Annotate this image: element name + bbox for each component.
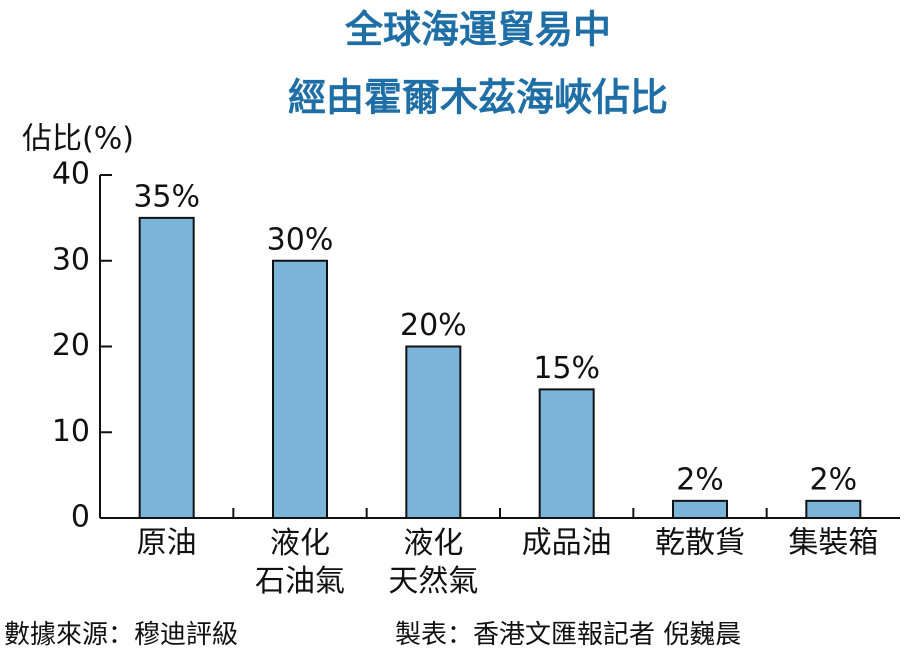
x-tick-label: 液化天然氣 <box>388 526 478 599</box>
bar <box>405 345 462 519</box>
bar <box>138 216 195 519</box>
y-axis-label: 佔比(%) <box>22 122 134 157</box>
value-label: 15% <box>533 351 600 386</box>
value-label: 2% <box>676 462 724 497</box>
bar <box>672 499 728 520</box>
credit: 製表：香港文匯報記者 倪巍晨 <box>395 620 741 650</box>
bar <box>272 259 328 519</box>
x-tick-label: 成品油 <box>522 526 612 561</box>
bar <box>538 388 595 519</box>
value-label: 2% <box>810 462 858 497</box>
value-label: 20% <box>400 308 467 343</box>
source: 數據來源：穆迪評級 <box>4 620 238 650</box>
x-tick-label: 乾散貨 <box>655 526 745 561</box>
x-tick-label: 液化石油氣 <box>255 526 345 599</box>
y-tick-label: 0 <box>71 500 90 535</box>
value-label: 35% <box>133 179 200 214</box>
y-tick-label: 20 <box>52 328 90 363</box>
value-label: 30% <box>267 222 334 257</box>
y-tick-label: 30 <box>52 242 90 277</box>
y-tick-label: 10 <box>52 414 90 449</box>
bar <box>805 499 862 520</box>
y-tick-label: 40 <box>52 157 90 192</box>
chart-title: 全球海運貿易中 <box>344 8 611 52</box>
chart-title: 經由霍爾木茲海峽佔比 <box>288 76 668 120</box>
x-tick-label: 集裝箱 <box>788 526 878 561</box>
x-tick-label: 原油 <box>137 526 197 561</box>
